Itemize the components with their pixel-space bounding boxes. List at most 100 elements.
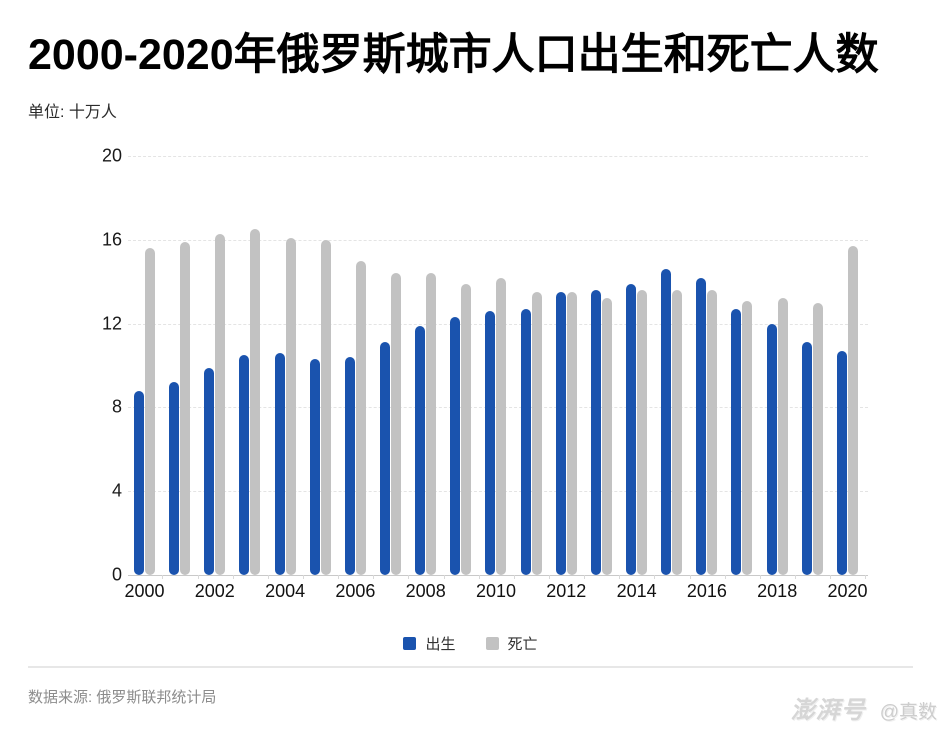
bar-pair-2019 xyxy=(801,302,823,575)
x-axis-tick-label-2016: 2016 xyxy=(686,581,727,601)
bar-pair-2000 xyxy=(134,248,155,575)
bar-死亡-2018 xyxy=(777,298,788,575)
bar-出生-2007 xyxy=(379,342,390,575)
bar-死亡-2011 xyxy=(531,292,542,575)
watermark: 澎湃号 @真数 xyxy=(791,690,937,725)
x-axis-tick xyxy=(689,575,691,579)
bar-死亡-2012 xyxy=(566,292,577,575)
bar-出生-2013 xyxy=(590,290,601,575)
bar-出生-2012 xyxy=(555,292,566,575)
x-axis-tick xyxy=(795,575,797,579)
x-axis-tick xyxy=(654,575,656,579)
bar-pair-2015 xyxy=(661,269,683,575)
bar-死亡-2016 xyxy=(707,290,718,575)
y-axis-tick-label-20: 20 xyxy=(101,145,122,166)
bar-pair-2002 xyxy=(204,233,226,575)
bar-出生-2000 xyxy=(134,390,144,575)
x-axis-tick xyxy=(865,575,867,579)
x-axis-tick xyxy=(162,575,164,579)
x-axis-tick xyxy=(443,575,445,579)
y-axis-tick-label-4: 4 xyxy=(111,480,122,501)
x-axis-tick xyxy=(584,575,586,579)
bar-死亡-2002 xyxy=(215,233,226,575)
bar-死亡-2009 xyxy=(461,283,472,575)
bar-死亡-2004 xyxy=(285,237,296,575)
x-axis-tick xyxy=(759,575,761,579)
bar-出生-2001 xyxy=(169,382,180,575)
x-axis-tick xyxy=(232,575,234,579)
legend-label: 死亡 xyxy=(507,636,538,653)
chart-legend: 出生 死亡 xyxy=(0,633,941,654)
bar-出生-2004 xyxy=(274,352,285,575)
x-axis-tick xyxy=(302,575,304,579)
x-axis-tick xyxy=(724,575,726,579)
bar-pair-2017 xyxy=(731,300,753,575)
x-axis-tick-label-2008: 2008 xyxy=(405,581,446,601)
x-axis-tick-label-2010: 2010 xyxy=(475,581,517,601)
bar-死亡-2010 xyxy=(496,277,507,575)
bar-出生-2014 xyxy=(625,283,636,575)
bar-出生-2008 xyxy=(415,325,426,575)
bar-出生-2003 xyxy=(239,355,250,575)
bar-pair-2010 xyxy=(485,277,507,575)
x-axis-tick xyxy=(830,575,832,579)
x-axis-tick-label-2020: 2020 xyxy=(827,581,868,601)
x-axis-tick-label-2014: 2014 xyxy=(616,581,657,601)
x-axis-tick xyxy=(478,575,480,579)
gridline-y-16 xyxy=(128,239,868,241)
x-axis-tick-label-2018: 2018 xyxy=(757,581,798,601)
x-axis-tick xyxy=(513,575,515,579)
pengpaihao-logo: 澎湃号 xyxy=(790,697,866,724)
bar-出生-2016 xyxy=(696,277,707,575)
bar-pair-2004 xyxy=(274,237,296,575)
legend-swatch-icon xyxy=(403,637,417,650)
bar-死亡-2003 xyxy=(250,229,261,575)
bar-pair-2006 xyxy=(344,260,366,575)
bar-pair-2003 xyxy=(239,229,261,575)
bar-死亡-2008 xyxy=(426,273,437,575)
bar-pair-2020 xyxy=(836,246,858,575)
bar-死亡-2019 xyxy=(812,302,823,575)
bar-出生-2006 xyxy=(344,357,355,575)
x-axis-tick xyxy=(267,575,269,579)
bar-出生-2005 xyxy=(309,359,320,575)
bar-出生-2018 xyxy=(766,323,777,575)
x-axis-tick xyxy=(619,575,621,579)
bar-pair-2012 xyxy=(555,292,577,575)
legend-item-死亡: 死亡 xyxy=(485,633,538,654)
y-axis-tick-label-0: 0 xyxy=(111,564,122,585)
x-axis-tick xyxy=(549,575,550,579)
bar-死亡-2013 xyxy=(601,298,612,575)
bar-pair-2018 xyxy=(766,298,788,575)
bar-死亡-2007 xyxy=(390,273,401,575)
chart-title: 2000-2020年俄罗斯城市人口出生和死亡人数 xyxy=(28,31,879,79)
bar-pair-2014 xyxy=(625,283,647,575)
x-axis-tick xyxy=(408,575,410,579)
gridline-y-20 xyxy=(128,156,868,157)
bar-pair-2005 xyxy=(309,239,331,575)
x-axis-tick-label-2000: 2000 xyxy=(124,581,165,601)
bar-出生-2020 xyxy=(836,350,847,575)
bar-死亡-2001 xyxy=(180,241,191,575)
bar-出生-2002 xyxy=(204,367,215,575)
y-axis-tick-label-12: 12 xyxy=(101,313,122,334)
bar-pair-2013 xyxy=(590,290,612,575)
x-axis-tick-label-2012: 2012 xyxy=(546,581,587,601)
footer-divider xyxy=(28,666,913,668)
bar-死亡-2020 xyxy=(847,246,858,575)
x-axis-tick-label-2006: 2006 xyxy=(335,581,376,601)
bar-出生-2010 xyxy=(485,311,496,575)
bar-出生-2017 xyxy=(731,308,742,575)
bar-pair-2007 xyxy=(379,273,401,575)
legend-item-出生: 出生 xyxy=(403,633,456,654)
gridline-y-0 xyxy=(128,575,868,576)
bar-死亡-2014 xyxy=(636,290,647,575)
watermark-account-handle: @真数 xyxy=(879,702,937,723)
bar-死亡-2017 xyxy=(742,300,753,575)
x-axis-tick-label-2004: 2004 xyxy=(265,581,306,601)
legend-label: 出生 xyxy=(425,636,456,653)
bar-出生-2015 xyxy=(661,269,672,575)
bar-出生-2009 xyxy=(450,317,461,575)
bar-series-container xyxy=(134,156,858,575)
bar-死亡-2000 xyxy=(145,248,155,575)
